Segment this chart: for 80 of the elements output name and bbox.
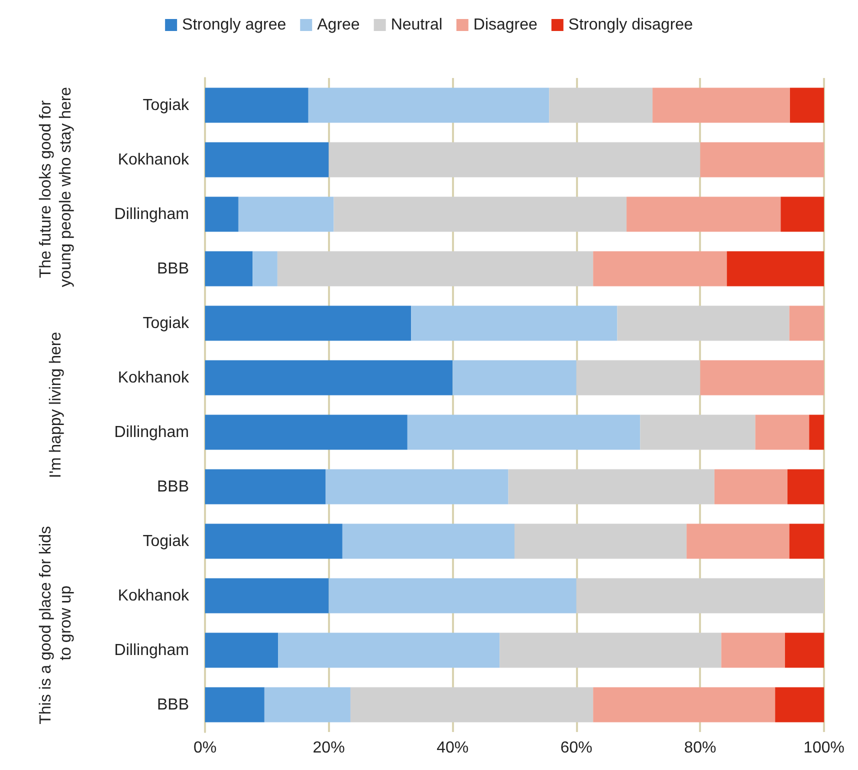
legend-label: Neutral	[390, 16, 442, 34]
y-tick-label: Togiak	[142, 532, 190, 550]
bar	[640, 414, 756, 450]
text: I'm happy living here	[48, 332, 64, 478]
bar	[342, 524, 514, 559]
bar	[617, 306, 790, 341]
bar	[205, 578, 329, 614]
text: The future looks good for young people who stay here	[38, 86, 74, 288]
x-tick-label: 20%	[312, 740, 345, 756]
bar	[549, 88, 653, 123]
x-tick-label: 80%	[684, 740, 716, 756]
x-tick-label: 0%	[193, 740, 217, 756]
bar	[700, 360, 824, 396]
x-tick-label: 60%	[560, 740, 592, 756]
bar	[328, 578, 576, 614]
bar	[755, 414, 810, 450]
bar	[264, 687, 350, 722]
bar	[789, 306, 824, 341]
y-tick-label: Togiak	[142, 96, 190, 114]
bar	[278, 632, 500, 668]
bar	[700, 142, 824, 178]
bar	[350, 687, 594, 722]
bar	[593, 251, 727, 286]
bar	[686, 524, 790, 559]
bar	[626, 196, 781, 232]
bar	[508, 469, 714, 504]
y-tick-label: Dillingham	[114, 642, 189, 659]
legend-label: Strongly agree	[182, 16, 286, 34]
y-tick-label: Dillingham	[114, 424, 189, 441]
bar	[238, 196, 334, 232]
legend-label: Agree	[317, 16, 360, 34]
bar	[328, 142, 700, 178]
legend-label: Disagree	[473, 16, 538, 34]
bar	[593, 687, 776, 722]
bar	[205, 251, 253, 286]
bar	[334, 196, 627, 232]
bar	[252, 251, 278, 286]
bar	[652, 88, 790, 123]
bar	[205, 469, 326, 504]
bar	[277, 251, 594, 286]
legend-label: Strongly disagree	[568, 16, 694, 34]
y-tick-label: BBB	[156, 478, 189, 496]
x-tick-label: 40%	[436, 740, 469, 756]
y-tick-label: Togiak	[142, 314, 190, 332]
bar	[780, 196, 824, 232]
y-tick-label: Kokhanok	[118, 151, 190, 168]
bar	[205, 524, 342, 559]
bar	[787, 469, 824, 504]
y-tick-label: Dillingham	[114, 206, 189, 223]
bar	[326, 469, 508, 504]
bar	[407, 414, 640, 450]
bar	[726, 251, 824, 286]
bar	[514, 524, 687, 559]
bar	[205, 196, 238, 232]
text: This is a good place for kids to grow up	[38, 522, 74, 724]
bar	[721, 632, 786, 668]
bar	[308, 88, 550, 123]
bar	[205, 306, 412, 341]
bar	[576, 360, 700, 396]
bar	[452, 360, 576, 396]
bar	[576, 578, 824, 614]
y-tick-label: BBB	[156, 260, 189, 278]
bar	[775, 687, 824, 722]
bar	[500, 632, 722, 668]
bar	[205, 360, 453, 396]
bar	[205, 88, 308, 123]
bar	[809, 414, 824, 450]
bar	[205, 687, 264, 722]
y-tick-label: Kokhanok	[118, 587, 190, 604]
bar	[714, 469, 788, 504]
bar	[790, 88, 824, 123]
bar	[205, 142, 329, 178]
bar	[205, 632, 278, 668]
bar	[789, 524, 824, 559]
x-tick-label: 100%	[804, 740, 844, 756]
bar	[411, 306, 618, 341]
bar	[205, 414, 408, 450]
y-tick-label: BBB	[156, 696, 189, 714]
y-tick-label: Kokhanok	[118, 369, 190, 386]
bar	[785, 632, 824, 668]
